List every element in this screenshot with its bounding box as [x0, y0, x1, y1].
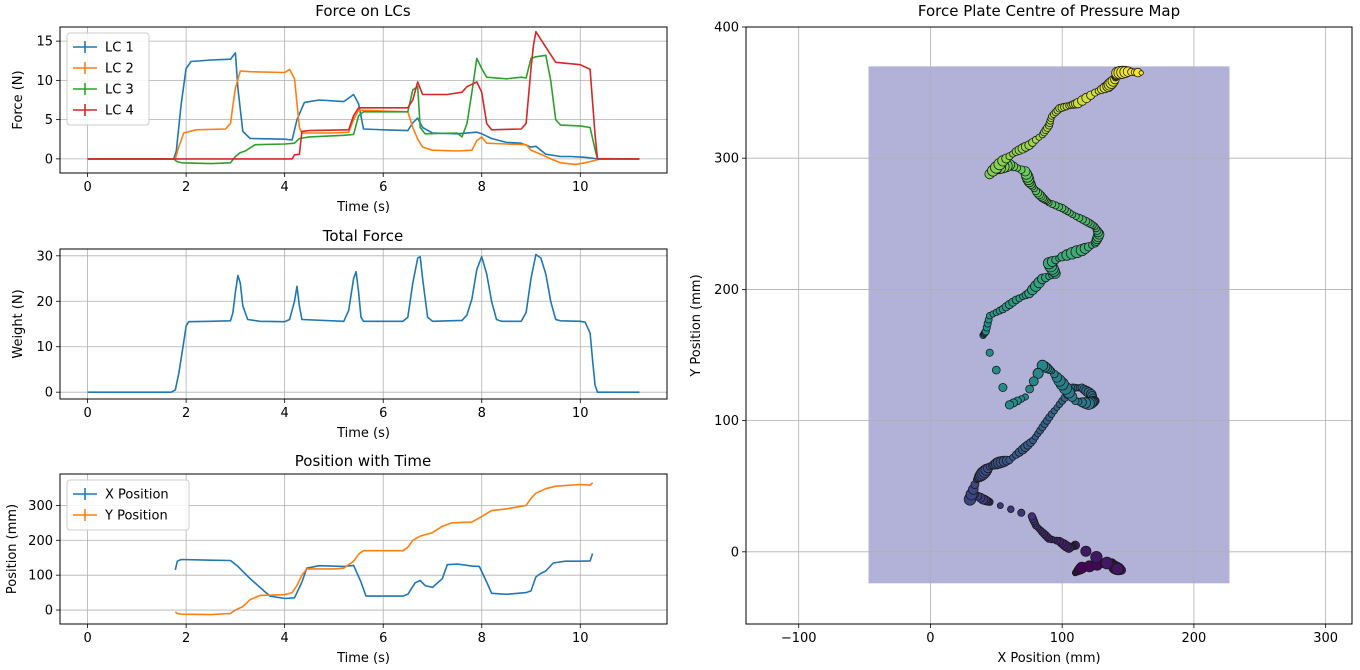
- y-tick-label: 20: [36, 295, 53, 310]
- x-tick-label: 300: [1313, 631, 1338, 646]
- y-tick-label: 100: [714, 414, 739, 429]
- pressure-point: [999, 383, 1007, 391]
- legend: X Position Y Position: [67, 480, 189, 530]
- x-tick-label: 200: [1181, 631, 1206, 646]
- x-tick-label: 8: [478, 631, 486, 646]
- chart-title: Position with Time: [295, 452, 431, 470]
- x-tick-label: 10: [572, 180, 589, 195]
- y-axis-label: Position (mm): [5, 504, 20, 594]
- x-axis-label: Time (s): [336, 651, 390, 666]
- x-tick-label: 0: [926, 631, 934, 646]
- pressure-point: [1028, 513, 1035, 520]
- chart-title: Force on LCs: [315, 2, 411, 20]
- x-axis-label: X Position (mm): [997, 651, 1100, 666]
- chart-title: Force Plate Centre of Pressure Map: [918, 2, 1180, 20]
- y-tick-label: 200: [714, 283, 739, 298]
- chart-title: Total Force: [322, 227, 403, 245]
- x-tick-label: 4: [281, 180, 289, 195]
- x-axis-label: Time (s): [336, 426, 390, 441]
- x-tick-label: 10: [572, 631, 589, 646]
- x-tick-label: 6: [379, 406, 387, 421]
- x-tick-label: 0: [83, 406, 91, 421]
- legend-label-y-position: Y Position: [104, 509, 168, 524]
- y-tick-label: 5: [45, 113, 53, 128]
- x-tick-label: 4: [281, 406, 289, 421]
- pressure-point: [986, 349, 993, 356]
- x-tick-label: 4: [281, 631, 289, 646]
- x-tick-label: 2: [182, 180, 190, 195]
- pressure-point: [992, 366, 1000, 374]
- y-tick-label: 0: [45, 386, 53, 401]
- y-tick-label: 300: [28, 499, 53, 514]
- pressure-point: [1005, 401, 1013, 409]
- pressure-point: [1026, 385, 1034, 393]
- y-tick-label: 15: [36, 35, 53, 50]
- pressure-point: [1029, 377, 1038, 386]
- pressure-point: [1101, 557, 1113, 569]
- y-tick-label: 200: [28, 534, 53, 549]
- x-axis-label: Time (s): [336, 200, 390, 215]
- y-tick-label: 0: [45, 604, 53, 619]
- legend-label-lc-1: LC 1: [105, 41, 134, 56]
- x-tick-label: 8: [478, 180, 486, 195]
- y-tick-label: 100: [28, 569, 53, 584]
- pressure-point: [1008, 506, 1015, 513]
- x-tick-label: 100: [1050, 631, 1075, 646]
- x-tick-label: 2: [182, 631, 190, 646]
- y-tick-label: 30: [36, 249, 53, 264]
- pressure-point: [1112, 563, 1123, 574]
- x-tick-label: 6: [379, 180, 387, 195]
- y-tick-label: 10: [36, 74, 53, 89]
- x-tick-label: 0: [83, 180, 91, 195]
- y-tick-label: 300: [714, 152, 739, 167]
- pressure-point: [1139, 71, 1143, 75]
- x-tick-label: 8: [478, 406, 486, 421]
- legend-label-lc-2: LC 2: [105, 62, 134, 77]
- y-tick-label: 10: [36, 340, 53, 355]
- force-plate-region: [869, 66, 1230, 583]
- legend-label-lc-4: LC 4: [105, 104, 134, 119]
- x-tick-label: 10: [572, 406, 589, 421]
- x-tick-label: 2: [182, 406, 190, 421]
- y-tick-label: 400: [714, 21, 739, 36]
- legend-label-lc-3: LC 3: [105, 83, 134, 98]
- pressure-point: [997, 503, 1003, 509]
- pressure-point: [1081, 546, 1091, 556]
- pressure-point: [1018, 509, 1025, 516]
- x-tick-label: 6: [379, 631, 387, 646]
- x-tick-label: 0: [83, 631, 91, 646]
- y-axis-label: Y Position (mm): [689, 274, 704, 377]
- legend: LC 1 LC 2 LC 3 LC 4: [67, 33, 149, 125]
- y-tick-label: 0: [45, 152, 53, 167]
- pressure-point: [1091, 551, 1102, 562]
- x-tick-label: −100: [781, 631, 817, 646]
- y-axis-label: Weight (N): [11, 289, 26, 358]
- y-axis-label: Force (N): [11, 70, 26, 129]
- y-tick-label: 0: [731, 545, 739, 560]
- legend-label-x-position: X Position: [105, 488, 169, 503]
